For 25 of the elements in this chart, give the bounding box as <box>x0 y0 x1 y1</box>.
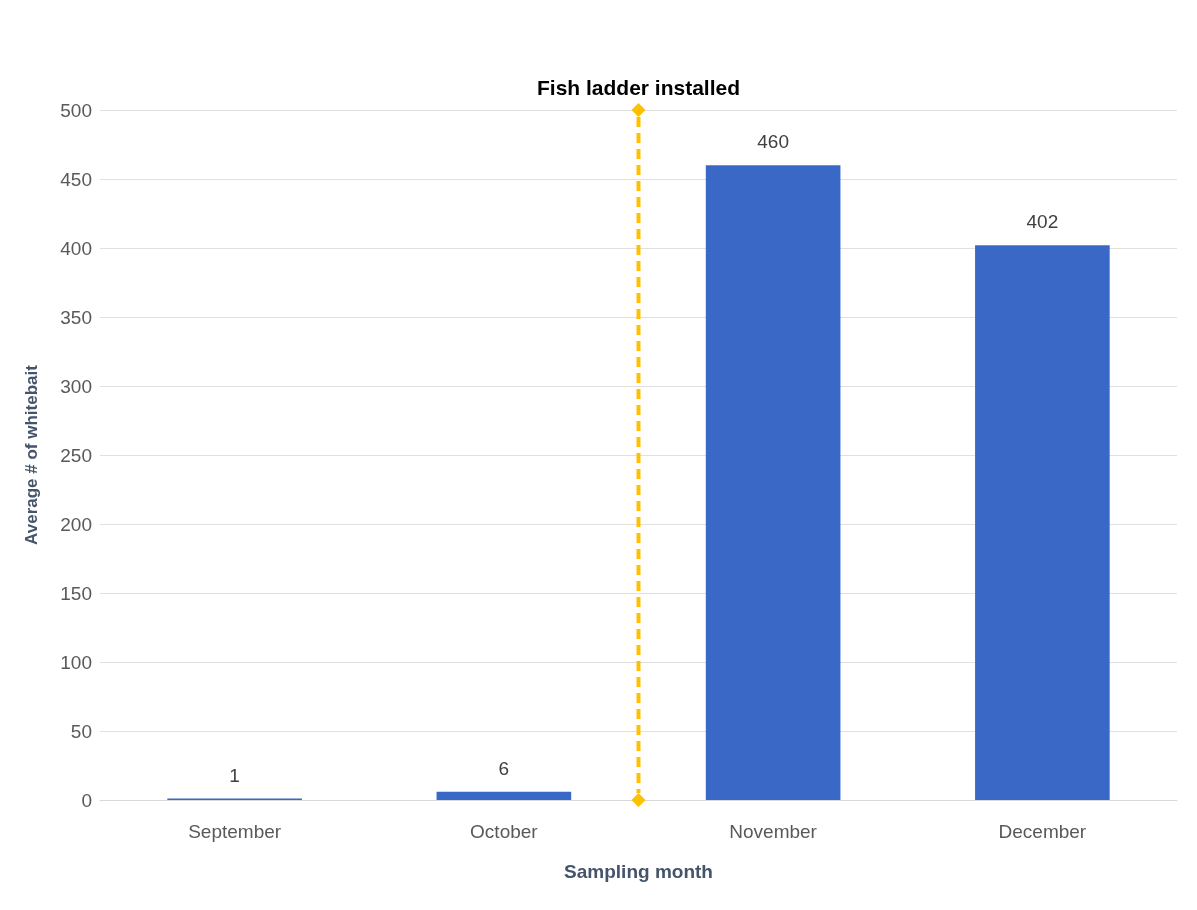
x-tick-label: November <box>729 821 818 842</box>
y-tick-label: 350 <box>60 306 92 328</box>
y-tick-label: 0 <box>81 789 92 811</box>
data-label: 402 <box>1026 211 1059 233</box>
x-tick-label: December <box>998 821 1087 842</box>
data-label: 6 <box>498 757 510 779</box>
x-tick-label: September <box>188 821 282 842</box>
y-tick-label: 100 <box>60 651 92 673</box>
data-label: 1 <box>229 764 240 786</box>
y-tick-label: 500 <box>60 99 92 121</box>
bar <box>705 165 841 800</box>
data-label: 460 <box>757 131 789 153</box>
y-tick-label: 400 <box>60 237 92 259</box>
y-tick-label: 250 <box>60 444 92 466</box>
bar <box>436 791 572 800</box>
text: Fish ladder installed <box>536 76 741 99</box>
bar <box>975 245 1110 800</box>
y-tick-label: 200 <box>60 513 92 535</box>
x-axis-title: Sampling month <box>564 861 713 882</box>
y-tick-label: 150 <box>60 582 92 604</box>
x-tick-label: October <box>470 821 539 842</box>
y-tick-label: 300 <box>60 375 92 397</box>
y-tick-label: 50 <box>70 720 92 742</box>
y-tick-label: 450 <box>60 168 92 190</box>
y-axis-title: Average # of whitebait <box>22 364 41 545</box>
